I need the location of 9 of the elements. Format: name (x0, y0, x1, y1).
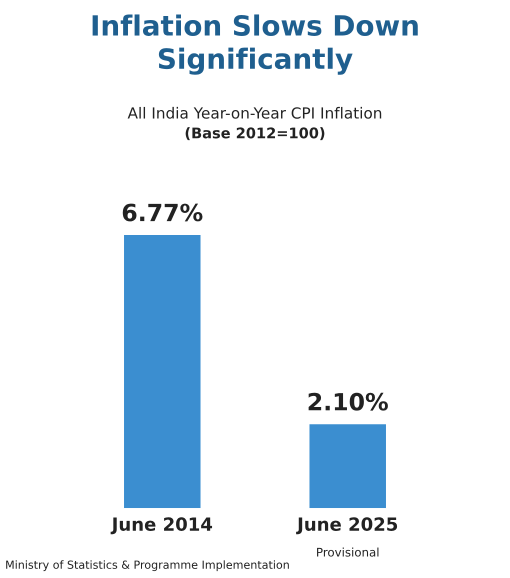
data-label: 6.77% (122, 204, 202, 222)
chart-title: Inflation Slows Down Significantly (92, 14, 418, 75)
chart-subtitle: All India Year-on-Year CPI Inflation (128, 106, 382, 119)
text: Provisional (317, 548, 378, 557)
text: (Base 2012=100) (186, 127, 324, 140)
x-tick-label: June 2025 (296, 517, 398, 534)
x-tick-label: June 2014 (110, 517, 212, 534)
text: Ministry of Statistics & Programme Implementation (6, 560, 289, 572)
data-label: 2.10% (308, 392, 388, 411)
